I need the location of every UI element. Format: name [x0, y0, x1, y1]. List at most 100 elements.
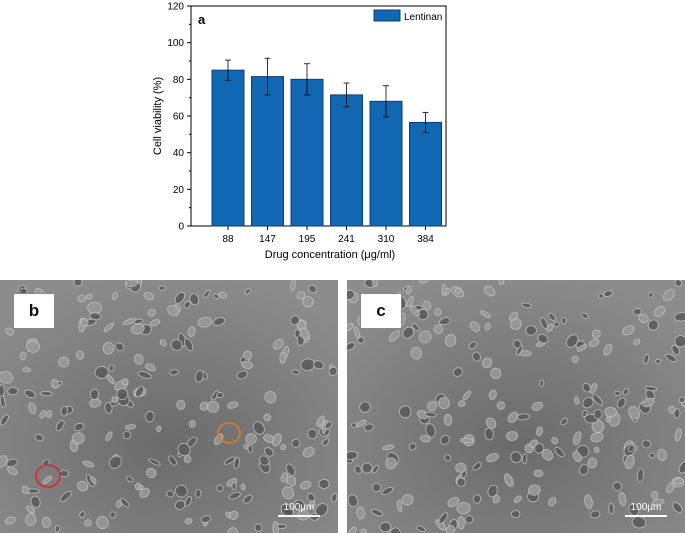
- y-tick-label: 60: [173, 112, 185, 123]
- cell: [308, 500, 316, 509]
- cell: [588, 338, 600, 348]
- cell: [363, 423, 374, 432]
- cell: [541, 448, 554, 461]
- cell: [647, 292, 654, 298]
- cell: [528, 484, 541, 496]
- cell: [218, 291, 227, 299]
- y-axis: 0 20 40 60 80 100 120: [167, 2, 191, 233]
- cell: [133, 353, 144, 365]
- x-tick-label: 384: [417, 234, 434, 245]
- cell: [351, 422, 357, 428]
- cell: [405, 286, 412, 295]
- cell: [521, 302, 532, 309]
- cell: [460, 437, 474, 444]
- cell: [313, 360, 324, 370]
- cell: [137, 371, 152, 379]
- cell: [507, 411, 519, 423]
- cell: [401, 494, 414, 506]
- cell: [6, 458, 18, 468]
- cell: [159, 339, 167, 347]
- cell: [259, 455, 270, 466]
- cell: [484, 285, 496, 297]
- bar: [409, 121, 442, 227]
- cell: [174, 291, 186, 304]
- cell: [612, 481, 623, 491]
- cell: [263, 413, 272, 422]
- cell: [379, 521, 392, 533]
- cell: [423, 300, 432, 311]
- cell: [410, 346, 422, 360]
- cell: [674, 428, 682, 442]
- cell: [89, 476, 97, 484]
- cell-image-b: [0, 280, 338, 533]
- cell: [145, 363, 156, 372]
- cell: [490, 367, 502, 380]
- panel-label-b: b: [13, 293, 55, 329]
- bar: [330, 94, 363, 227]
- cell: [613, 390, 621, 396]
- cell: [156, 425, 162, 432]
- cell: [590, 432, 604, 443]
- legend-swatch: [373, 9, 401, 22]
- cell: [124, 424, 136, 430]
- cell: [533, 469, 544, 478]
- panel-label-c: c: [360, 293, 402, 329]
- cell: [115, 500, 122, 508]
- cell: [264, 447, 274, 457]
- cell: [632, 308, 642, 316]
- cell: [322, 438, 330, 446]
- cell: [233, 456, 240, 470]
- cell: [60, 490, 72, 502]
- cell: [354, 465, 362, 474]
- cell: [104, 402, 113, 414]
- cell: [622, 387, 629, 396]
- cell: [216, 391, 224, 399]
- cell: [513, 495, 522, 504]
- cell: [168, 455, 177, 466]
- cell: [510, 318, 522, 330]
- cell: [633, 338, 641, 345]
- cell: [419, 435, 431, 443]
- cell: [184, 496, 192, 507]
- y-tick-label: 0: [178, 222, 184, 233]
- cell: [158, 285, 166, 291]
- cell: [247, 444, 254, 454]
- cell: [573, 396, 580, 405]
- cell: [90, 388, 100, 401]
- cell: [657, 448, 667, 461]
- cell: [411, 323, 420, 332]
- cell: [603, 290, 613, 297]
- y-tick-label: 20: [173, 185, 185, 196]
- cell: [643, 353, 650, 365]
- cell: [244, 288, 251, 295]
- cell: [492, 495, 501, 504]
- cell: [582, 397, 594, 409]
- cell: [0, 371, 13, 384]
- cell: [169, 369, 179, 376]
- cell: [665, 353, 677, 363]
- cell: [0, 414, 9, 426]
- cell: [361, 462, 373, 474]
- cell: [96, 515, 109, 530]
- cell: [641, 439, 652, 449]
- cell: [131, 323, 145, 335]
- x-tick-label: 147: [259, 234, 276, 245]
- scale-bar-c: 100μm: [625, 502, 667, 517]
- cell: [46, 410, 53, 419]
- cell: [644, 385, 658, 392]
- cell: [674, 280, 683, 287]
- cell: [608, 502, 615, 515]
- cell: [551, 437, 559, 445]
- cell: [651, 498, 665, 506]
- cell: [462, 390, 472, 401]
- cell: [673, 477, 684, 485]
- cell: [73, 422, 85, 432]
- cell: [236, 370, 248, 380]
- cell: [116, 388, 129, 400]
- cell: [433, 324, 444, 334]
- cell: [424, 411, 437, 418]
- cell: [647, 319, 659, 331]
- cell: [604, 406, 617, 418]
- cell: [547, 312, 556, 321]
- cell: [591, 329, 601, 339]
